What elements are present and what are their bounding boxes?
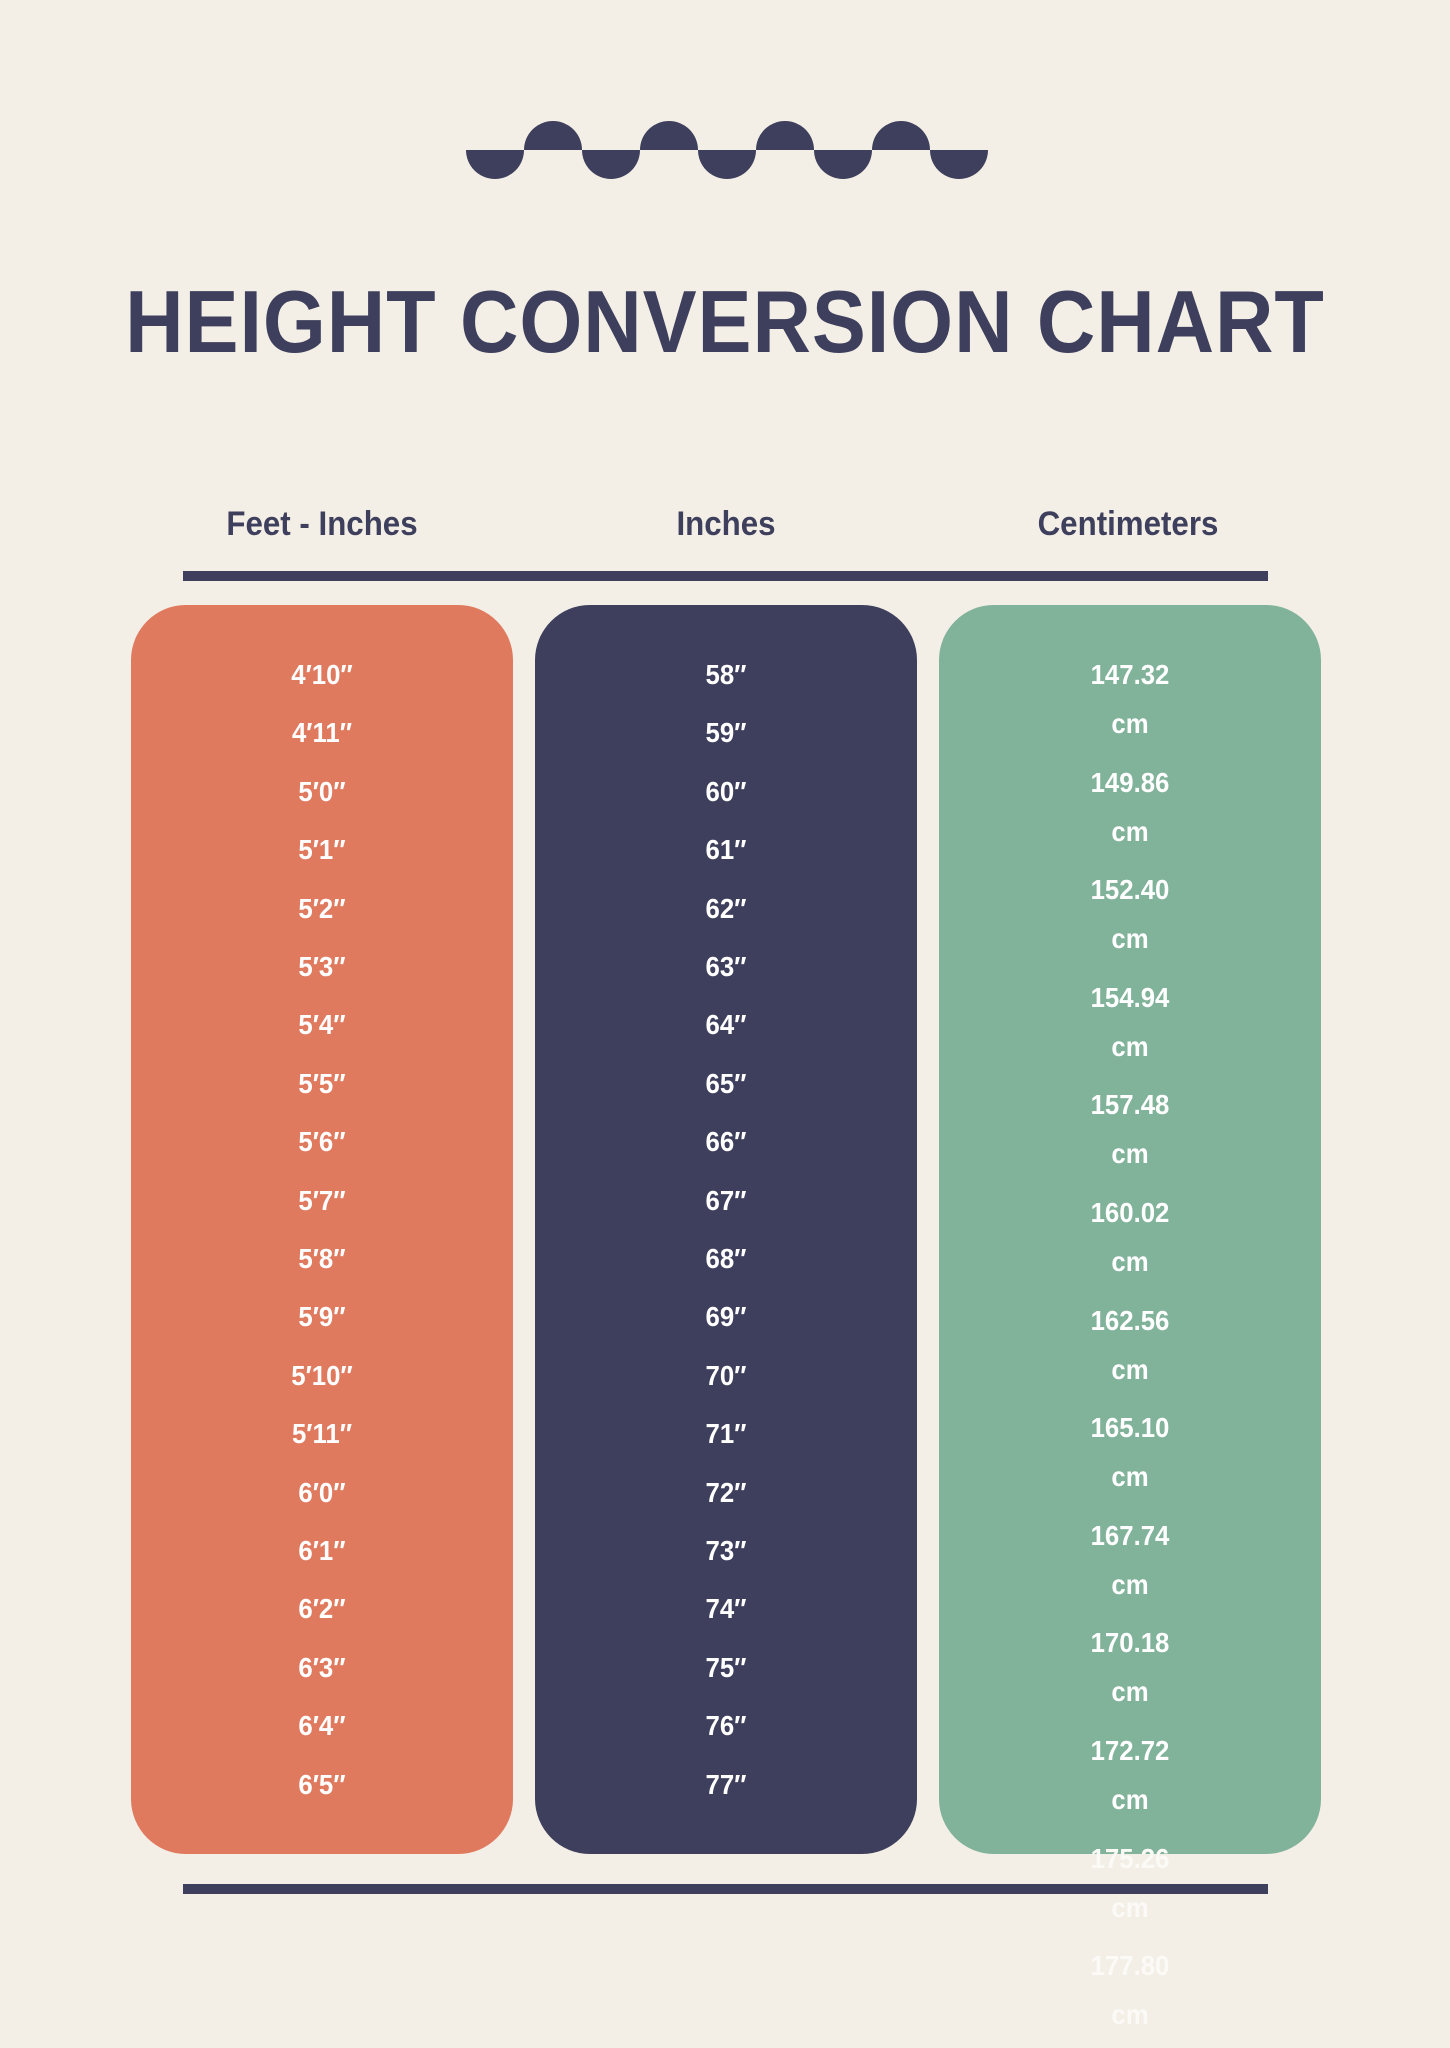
inches-cell: 64″ [705,1009,747,1041]
feet-inches-cell: 5′8″ [298,1243,346,1274]
inches-cell: 62″ [705,892,747,924]
wave-decoration-icon [466,121,988,179]
inches-cell: 60″ [705,775,747,807]
inches-cell: 72″ [705,1476,747,1508]
feet-inches-cell: 5′7″ [298,1184,346,1216]
cm-value: 165.10 [1090,1412,1170,1444]
inches-cell: 74″ [705,1593,747,1625]
cm-value: 170.18 [1090,1627,1170,1659]
inches-cell: 61″ [705,834,747,866]
cm-unit: cm [1111,923,1149,955]
cm-unit: cm [1111,1353,1149,1385]
feet-inches-cell: 5′11″ [291,1418,353,1450]
feet-inches-cell: 6′2″ [298,1593,346,1625]
cm-value: 162.56 [1090,1304,1170,1336]
inches-cell: 73″ [705,1535,747,1566]
feet-inches-cell: 4′10″ [291,659,353,690]
inches-cell: 69″ [705,1301,747,1333]
header-feet-inches: Feet - Inches [226,505,418,543]
cm-value: 154.94 [1090,981,1170,1013]
cm-unit: cm [1111,1891,1149,1923]
feet-inches-cell: 5′10″ [291,1359,353,1391]
inches-cell: 75″ [705,1651,747,1683]
feet-inches-cell: 5′9″ [298,1301,346,1333]
top-divider [183,571,1268,581]
feet-inches-cell: 5′4″ [298,1009,346,1041]
bottom-divider [183,1884,1268,1894]
centimeters-column [939,605,1321,1854]
cm-value: 152.40 [1090,874,1170,906]
cm-unit: cm [1111,1461,1149,1493]
feet-inches-cell: 4′11″ [291,717,353,749]
inches-cell: 68″ [705,1243,747,1274]
feet-inches-cell: 6′1″ [298,1535,346,1566]
cm-unit: cm [1111,1138,1149,1170]
feet-inches-column: 4′10″ 4′11″ 5′0″ 5′1″ 5′2″ 5′3″ 5′4″ 5′5″ 5′6″ 5′… [131,605,513,1854]
cm-value: 160.02 [1090,1197,1170,1228]
inches-cell: 76″ [705,1710,747,1742]
cm-unit: cm [1111,1784,1149,1815]
cm-unit: cm [1111,1246,1149,1277]
inches-cell: 77″ [705,1768,747,1800]
cm-value: 149.86 [1090,766,1170,798]
feet-inches-cell: 6′4″ [298,1710,346,1742]
feet-inches-cell: 5′1″ [298,834,346,866]
inches-column: 58″ 59″ 60″ 61″ 62″ 63″ 64″ 65″ 66″ 67″ 68″ 69″ 70″ 7… [535,605,917,1854]
page-title: HEIGHT CONVERSION CHART [125,272,1325,371]
cm-value: 175.26 [1090,1842,1170,1874]
inches-cell: 63″ [705,951,747,982]
feet-inches-cell: 6′3″ [298,1651,346,1683]
centimeters-list: 147.32 cm 149.86 cm 152.40 cm 154.94 cm 157.48 cm… [939,0,1321,2048]
feet-inches-cell: 6′5″ [298,1768,346,1800]
inches-cell: 59″ [705,717,747,749]
feet-inches-cell: 5′5″ [298,1067,346,1099]
cm-unit: cm [1111,1030,1149,1062]
cm-unit: cm [1111,708,1149,739]
feet-inches-cell: 5′2″ [298,892,346,924]
inches-cell: 65″ [705,1067,747,1099]
feet-inches-cell: 5′0″ [298,775,346,807]
cm-value: 167.74 [1090,1519,1170,1551]
header-inches: Inches [676,505,776,543]
inches-cell: 58″ [705,659,747,690]
cm-value: 172.72 [1090,1735,1170,1766]
inches-cell: 66″ [705,1126,747,1158]
feet-inches-cell: 5′6″ [298,1126,346,1158]
inches-cell: 67″ [705,1184,747,1216]
cm-value: 157.48 [1090,1089,1170,1121]
cm-value: 177.80 [1090,1950,1170,1982]
cm-unit: cm [1111,1999,1149,2031]
cm-value: 147.32 [1090,659,1170,690]
feet-inches-cell: 5′3″ [298,951,346,982]
inches-cell: 71″ [705,1418,747,1450]
cm-unit: cm [1111,1568,1149,1600]
cm-unit: cm [1111,815,1149,847]
feet-inches-cell: 6′0″ [298,1476,346,1508]
header-centimeters: Centimeters [1037,505,1219,543]
inches-cell: 70″ [705,1359,747,1391]
cm-unit: cm [1111,1676,1149,1708]
